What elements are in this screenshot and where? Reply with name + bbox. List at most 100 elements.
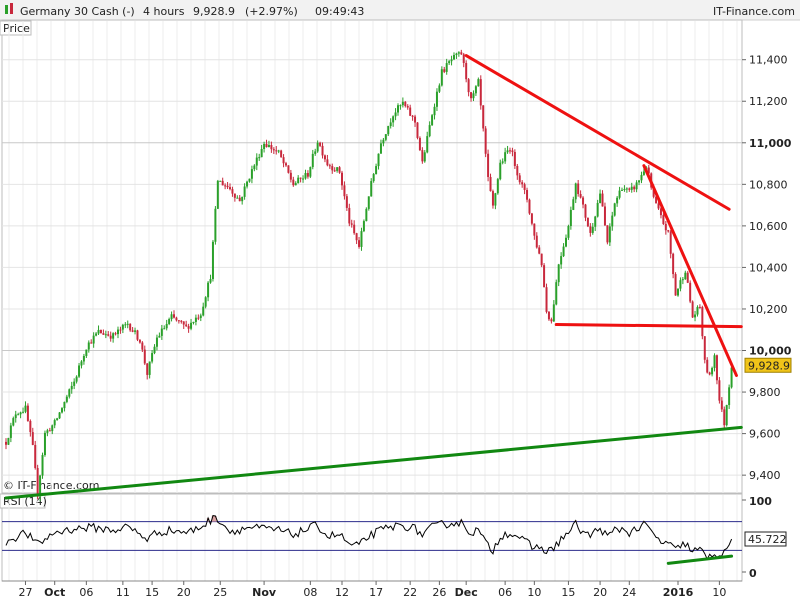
candle-body [426,136,429,153]
candle-body [31,432,34,445]
candle-body [58,412,61,419]
candle-body [5,441,7,445]
candle-body [664,224,667,231]
candle-body [713,355,716,368]
candle-body [438,85,441,92]
candle-body [397,105,399,113]
candle-body [263,143,266,150]
candle-body [421,150,424,162]
candle-body [270,145,273,150]
candle-body [253,165,256,170]
candle-body [287,165,290,173]
candle-body [46,430,49,433]
candle-body [630,186,633,190]
brand-name: IT-Finance.com [713,5,795,18]
candle-body [691,301,694,318]
candle-body [521,182,524,185]
candle-body [409,107,412,116]
y-axis: 9,400 9,600 9,800 10,000 10,200 10,400 10,600 1… [742,54,792,482]
candle-body [540,253,543,266]
candle-body [599,193,602,203]
candle-body [387,126,390,135]
candle-body [51,425,54,432]
candle-body [241,196,244,202]
candle-body [92,335,95,344]
candle-body [467,79,470,93]
candle-body [70,385,73,390]
candle-body [728,387,731,406]
y-tick-label: 10,200 [749,303,788,316]
candle-body [365,208,368,222]
candle-body [306,173,309,177]
candle-body [392,116,395,123]
candle-body [574,183,577,200]
chart-header: Germany 30 Cash (-) 4 hours 9,928.9 (+2.… [5,3,795,18]
candle-body [233,193,236,198]
candle-body [509,150,511,152]
candle-body [138,339,141,343]
instrument-name: Germany 30 Cash (-) [20,5,135,18]
candle-body [199,315,202,318]
candle-body [214,208,217,242]
candle-body [61,408,63,413]
candle-body [633,186,636,190]
candle-body [725,405,728,426]
candle-body [333,170,336,172]
candle-body [229,187,231,190]
title-bar [0,0,800,20]
candle-body [272,149,275,151]
candle-body [323,155,326,160]
candle-body [341,172,343,186]
candle-body [484,128,487,154]
chart-type-icon [5,3,13,14]
candle-body [375,166,378,175]
candle-body [681,279,684,281]
candle-body [440,69,443,86]
candle-body [545,287,548,312]
candle-body [24,405,27,412]
candle-body [353,224,356,234]
candle-body [48,430,51,432]
candle-body [141,342,144,350]
candle-body [465,62,468,80]
candle-body [112,333,115,339]
y-tick-label: 10,000 [749,345,792,358]
trendlines [4,54,743,500]
candle-body [107,334,110,336]
candle-body [703,336,706,360]
last-price-badge: 9,928.9 [744,357,792,373]
candle-body [538,247,541,254]
candle-body [192,321,195,323]
candle-body [370,181,373,197]
candle-body [299,177,302,179]
candle-body [177,320,180,322]
price-change: (+2.97%) [245,5,298,18]
candle-body [221,180,224,186]
candle-body [124,324,127,326]
candle-body [460,52,463,55]
candle-body [78,365,81,377]
candle-body [565,237,567,247]
candle-body [302,178,305,180]
candle-body [289,172,292,180]
candle-body [114,333,117,335]
candle-body [292,179,295,186]
candle-body [297,177,300,184]
x-tick-label: 06 [79,586,93,599]
candle-body [126,323,129,325]
candle-body [472,93,475,99]
candle-body [470,92,473,99]
price-plot-area [1,19,743,494]
candle-body [399,105,402,107]
resistance-trendline [554,323,743,329]
candle-body [131,330,134,332]
candle-body [250,169,253,179]
candle-body [677,288,679,296]
rsi-value-badge: 45.722 [744,531,787,547]
candle-body [638,180,641,183]
rsi-value-label: 45.722 [748,533,787,546]
last-price-badge-label: 9,928.9 [748,359,790,372]
candle-body [260,149,263,158]
candle-body [730,367,733,388]
candlestick-series [5,49,733,502]
